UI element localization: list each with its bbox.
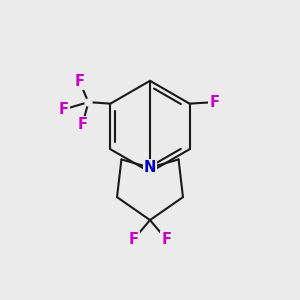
Text: F: F: [129, 232, 139, 247]
Text: F: F: [58, 102, 68, 117]
Text: F: F: [75, 74, 85, 89]
Text: N: N: [144, 160, 156, 175]
Text: F: F: [210, 95, 220, 110]
Text: F: F: [161, 232, 171, 247]
Text: F: F: [77, 117, 88, 132]
